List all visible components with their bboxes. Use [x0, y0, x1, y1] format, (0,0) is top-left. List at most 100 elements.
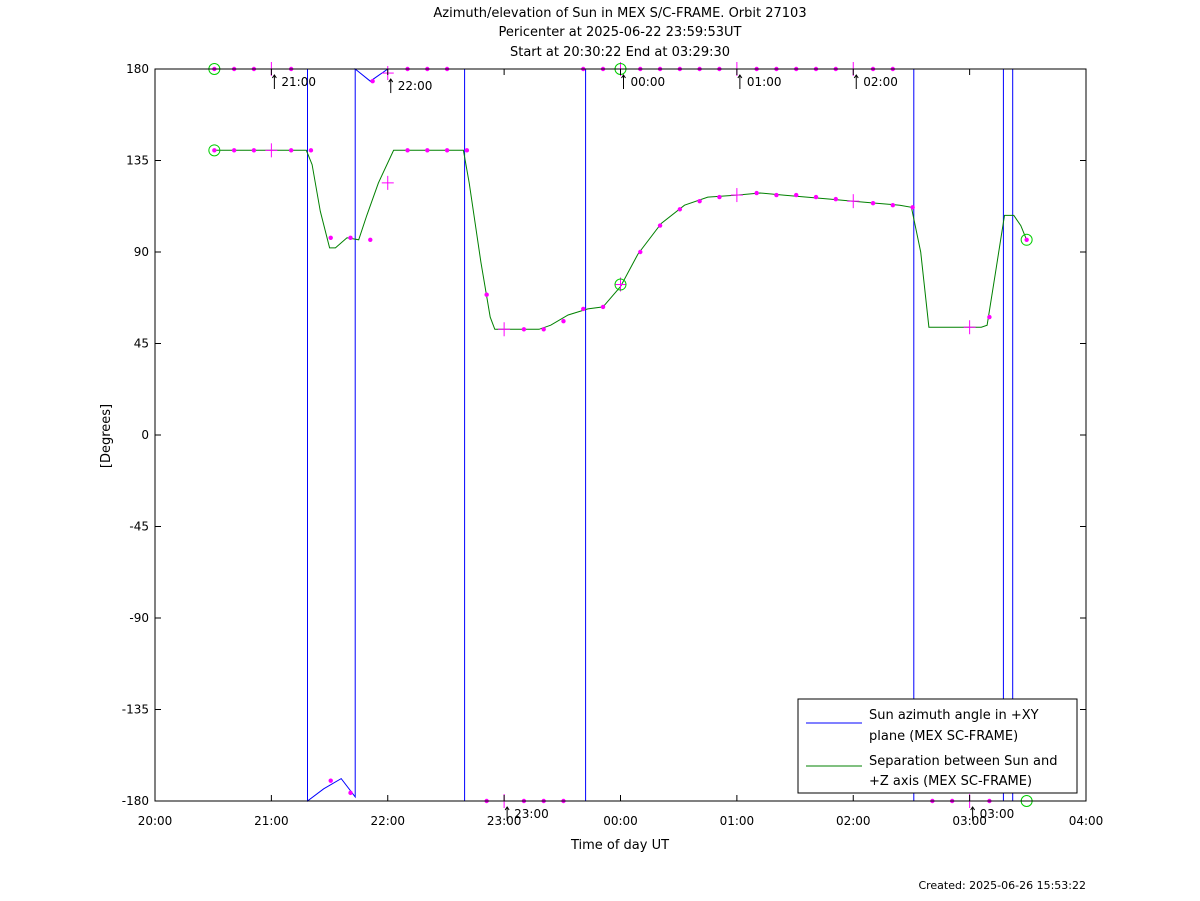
marker-dot [425, 148, 430, 153]
time-range-subtitle: Start at 20:30:22 End at 03:29:30 [510, 45, 730, 60]
plot-frame [154, 68, 1087, 802]
time-annotation: 02:00 [853, 74, 898, 89]
marker-dot [638, 249, 643, 255]
y-tick-label: 0 [141, 428, 149, 442]
separation-series-line [214, 149, 1028, 330]
annotation-arrow-head [504, 806, 510, 811]
x-tick-label: 03:00 [952, 814, 987, 828]
legend-label-azimuth-line1: Sun azimuth angle in +XY [869, 708, 1039, 723]
marker-cross [498, 322, 511, 337]
marker-circle [1020, 233, 1033, 246]
marker-dot [697, 198, 702, 204]
marker-dot [910, 205, 915, 210]
legend-box [797, 698, 1078, 794]
marker-cross [963, 320, 976, 335]
marker-dot [657, 223, 663, 228]
time-annotation: 23:00 [504, 806, 549, 821]
marker-dot [717, 194, 722, 200]
marker-dot [212, 148, 217, 153]
marker-cross [265, 143, 278, 158]
annotation-label: 02:00 [863, 75, 898, 89]
marker-dot [251, 148, 257, 153]
marker-dot [541, 327, 546, 332]
annotation-label: 21:00 [281, 75, 316, 89]
marker-dot [288, 148, 294, 153]
marker-dot [484, 292, 489, 297]
marker-dot [1024, 237, 1029, 242]
y-tick-label: -180 [122, 794, 149, 808]
y-axis-label: [Degrees] [99, 404, 114, 468]
annotation-arrow-head [970, 806, 976, 811]
annotation-label: 01:00 [747, 75, 782, 89]
marker-cross [614, 277, 627, 292]
marker-dot [464, 148, 470, 153]
legend-label-azimuth-line2: plane (MEX SC-FRAME) [869, 729, 1018, 744]
marker-circle [208, 144, 221, 157]
time-annotation: 21:00 [271, 74, 316, 89]
y-tick-label: 45 [134, 337, 149, 351]
x-tick-label: 01:00 [720, 814, 755, 828]
marker-dot [308, 148, 314, 153]
x-tick-label: 04:00 [1069, 814, 1104, 828]
created-timestamp: Created: 2025-06-26 15:53:22 [918, 879, 1086, 892]
y-tick-label: 135 [126, 154, 149, 168]
marker-cross [847, 194, 860, 209]
pericenter-subtitle: Pericenter at 2025-06-22 23:59:53UT [498, 25, 741, 40]
axes-layer: 20:00 21:00 22:00 23:00 00:00 01:00 02:00 03:00… [122, 62, 1104, 828]
chart-title: Azimuth/elevation of Sun in MEX S/C-FRAM… [433, 6, 806, 21]
annotation-arrow-head [737, 74, 743, 79]
annotation-arrow-head [621, 74, 626, 79]
marker-layer [208, 62, 1033, 808]
marker-dot [348, 790, 353, 796]
y-tick-label: 90 [134, 245, 149, 259]
marker-dot [677, 207, 683, 212]
annotation-arrow-head [853, 74, 859, 79]
marker-dot [600, 304, 606, 310]
marker-dot [328, 778, 333, 783]
x-tick-label: 00:00 [603, 814, 638, 828]
marker-dot [368, 237, 373, 242]
chart-titles: Azimuth/elevation of Sun in MEX S/C-FRAM… [433, 6, 806, 60]
annotation-label: 22:00 [398, 79, 433, 93]
x-tick-label: 21:00 [254, 814, 289, 828]
x-tick-label: 22:00 [370, 814, 405, 828]
legend-label-separation-line2: +Z axis (MEX SC-FRAME) [869, 774, 1032, 789]
azimuth-series-line [214, 67, 1027, 803]
marker-cross [730, 188, 743, 203]
time-annotation: 03:00 [970, 806, 1015, 821]
legend: Sun azimuth angle in +XY plane (MEX SC-F… [797, 698, 1078, 794]
marker-dot [774, 192, 779, 198]
annotation-label: 03:00 [980, 807, 1015, 821]
y-tick-label: -45 [129, 520, 149, 534]
marker-dot [328, 235, 333, 240]
x-axis-label: Time of day UT [570, 838, 669, 853]
y-tick-label: -90 [129, 611, 149, 625]
x-tick-label: 20:00 [138, 814, 173, 828]
x-tick-label: 02:00 [836, 814, 871, 828]
marker-dot [348, 235, 353, 240]
annotation-arrow-head [388, 78, 394, 83]
marker-dot [833, 196, 838, 202]
marker-dot [405, 148, 410, 153]
annotation-arrow-head [271, 74, 277, 79]
marker-dot [890, 203, 896, 208]
series-layer [214, 67, 1028, 803]
time-annotation: 22:00 [388, 78, 433, 94]
annotation-label: 00:00 [631, 75, 666, 89]
marker-dot [870, 201, 876, 206]
legend-label-separation-line1: Separation between Sun and [869, 754, 1057, 769]
marker-dot [754, 190, 759, 196]
annotation-label: 23:00 [514, 807, 549, 821]
marker-dot [987, 314, 992, 320]
annotation-layer: 21:00 22:00 00:00 01:00 02:00 23:00 03:00 [271, 74, 1015, 821]
marker-dot [581, 306, 586, 312]
x-tick-label: 23:00 [487, 814, 522, 828]
y-tick-label: 180 [126, 62, 149, 76]
marker-dot [794, 192, 799, 198]
time-annotation: 00:00 [621, 74, 666, 89]
marker-dot [813, 194, 819, 200]
marker-circle [614, 278, 627, 291]
y-tick-label: -135 [122, 703, 149, 717]
marker-dot [561, 318, 566, 324]
